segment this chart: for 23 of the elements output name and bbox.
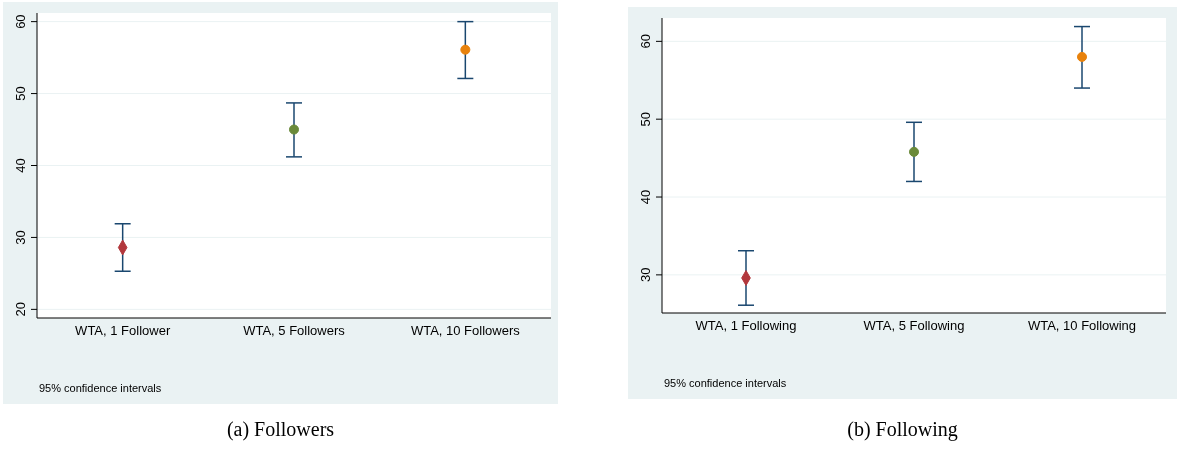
- y-tick-label: 30: [13, 230, 28, 245]
- y-tick-label: 40: [13, 158, 28, 173]
- text: (a) Followers: [225, 418, 336, 441]
- y-tick-label: 50: [638, 111, 653, 127]
- y-tick-label: 60: [13, 14, 28, 29]
- point: [460, 44, 471, 55]
- x-tick-label: WTA, 1 Following: [695, 318, 797, 334]
- y-tick-label: 60: [638, 34, 653, 49]
- x-tick-label: WTA, 10 Followers: [410, 323, 521, 339]
- x-tick-label: WTA, 1 Follower: [75, 323, 171, 339]
- text: 95% confidence intervals: [664, 377, 787, 389]
- y-tick-label: 50: [13, 86, 28, 101]
- y-tick-label: 30: [638, 267, 653, 283]
- y-tick-label: 40: [638, 189, 653, 205]
- point: [908, 146, 920, 157]
- x-tick-label: WTA, 5 Followers: [243, 323, 346, 339]
- text: 95% confidence intervals: [39, 382, 162, 394]
- x-tick-label: WTA, 5 Following: [863, 318, 965, 334]
- x-tick-label: WTA, 10 Following: [1027, 318, 1137, 334]
- text: (b) Following: [846, 418, 959, 441]
- point: [1076, 51, 1088, 62]
- point: [288, 124, 300, 135]
- y-tick-label: 20: [13, 302, 28, 317]
